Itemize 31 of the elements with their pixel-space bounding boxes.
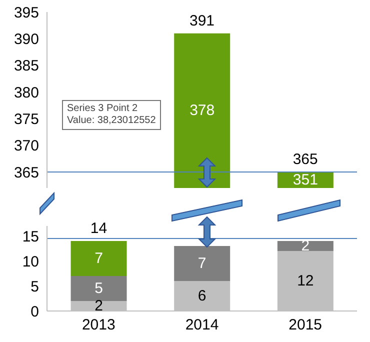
data-label: 5 (94, 280, 103, 297)
y-tick-label: 375 (14, 110, 39, 128)
y-tick-label: 390 (14, 30, 39, 48)
annotation: Series 3 Point 2 (67, 103, 139, 115)
x-tick-label: 2015 (288, 316, 322, 334)
bar (174, 246, 230, 281)
bar (70, 276, 127, 301)
data-label: 6 (198, 288, 206, 304)
x-tick-label: 2013 (82, 316, 116, 334)
data-label: 7 (198, 255, 206, 272)
data-label: 378 (190, 102, 215, 120)
y-tick-label: 15 (22, 228, 39, 246)
y-tick-label: 5 (30, 278, 39, 296)
bar (70, 241, 127, 276)
y-tick-label: 370 (14, 138, 39, 155)
bar (277, 241, 334, 251)
y-tick-label: 395 (14, 4, 39, 22)
total-label: 14 (90, 220, 108, 237)
annotation: 391 (189, 12, 215, 30)
annotation: 365 (292, 151, 318, 168)
data-label: 351 (292, 172, 318, 188)
annotation: Value: 38,23012552 (67, 115, 156, 127)
y-tick-label: 365 (14, 164, 39, 182)
data-label: 2 (94, 298, 103, 314)
data-label: 12 (297, 272, 314, 290)
y-tick-label: 10 (22, 253, 39, 270)
y-tick-label: 385 (14, 58, 39, 75)
x-tick-label: 2014 (185, 316, 219, 334)
data-label: 7 (94, 250, 103, 267)
y-tick-label: 380 (14, 84, 39, 102)
y-tick-label: 0 (30, 303, 39, 320)
